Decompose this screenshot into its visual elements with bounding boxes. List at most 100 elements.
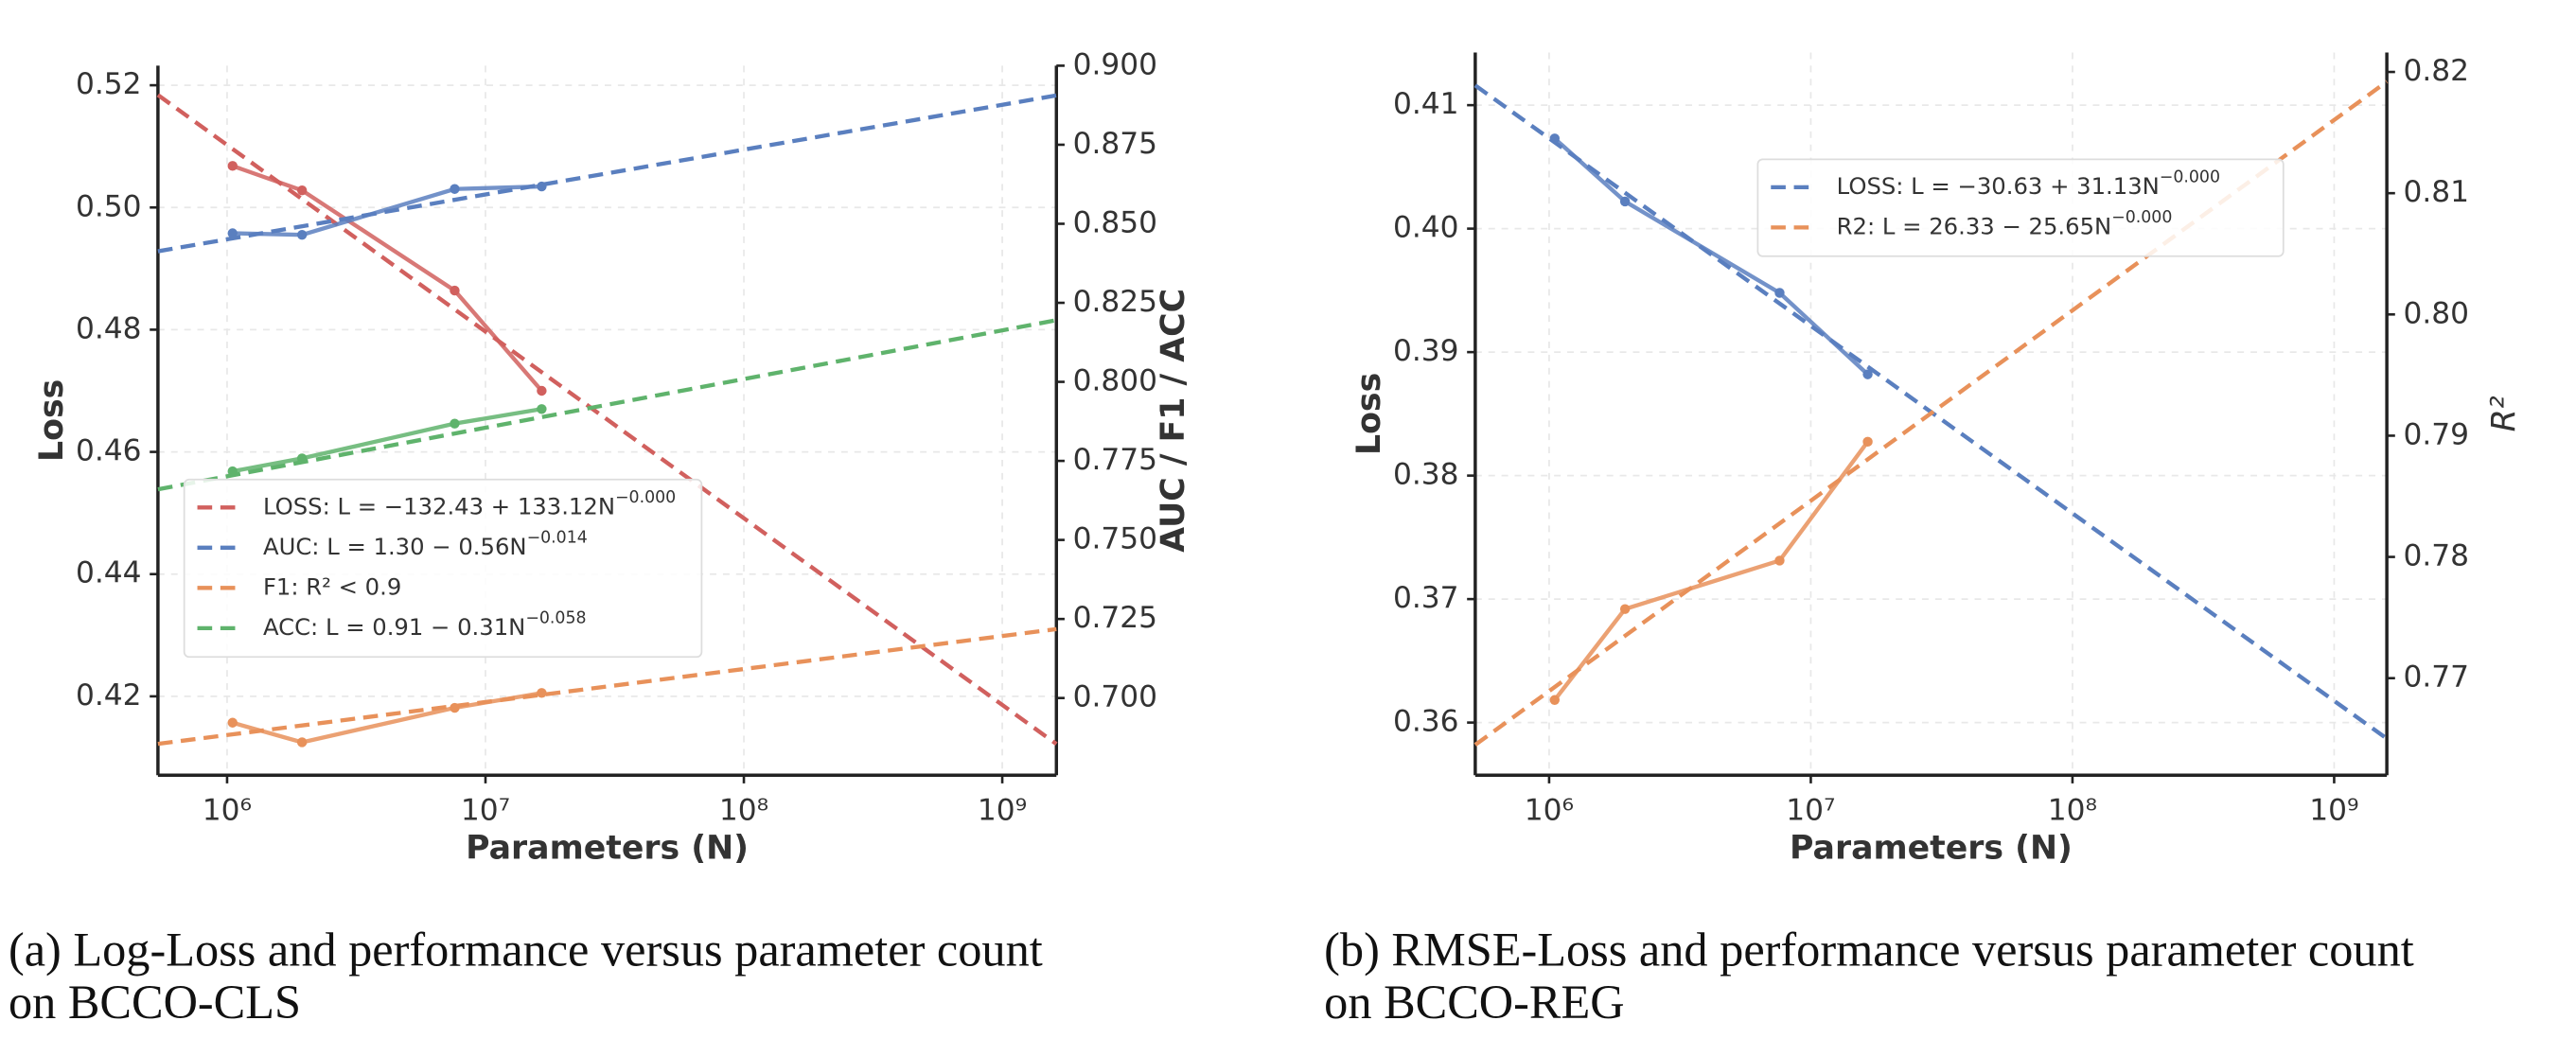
- y2-tick-label: 0.77: [2403, 660, 2469, 695]
- y2-tick-label: 0.80: [2403, 296, 2469, 330]
- y-tick-label: 0.44: [76, 556, 142, 590]
- y-tick-label: 0.40: [1393, 211, 1459, 245]
- x-tick-label: 10⁷: [461, 793, 510, 827]
- legend-box: [1756, 158, 2285, 257]
- legend-exponent: −0.000: [2160, 167, 2220, 186]
- data-point: [1862, 369, 1873, 379]
- y-axis-label: Loss: [33, 379, 71, 462]
- x-axis-label: Parameters (N): [466, 829, 749, 867]
- y2-tick-label: 0.700: [1073, 680, 1157, 714]
- x-tick-label: 10⁷: [1786, 793, 1835, 827]
- data-line: [232, 691, 542, 745]
- data-point: [537, 385, 547, 396]
- legend-exponent: −0.014: [527, 528, 588, 547]
- y2-tick-label: 0.875: [1073, 127, 1157, 161]
- y-tick-label: 0.39: [1393, 334, 1459, 368]
- data-line: [1553, 440, 1870, 702]
- x-tick-label: 10⁸: [2048, 793, 2097, 827]
- y-tick-label: 0.41: [1393, 87, 1459, 121]
- y2-tick-label: 0.79: [2403, 417, 2469, 451]
- legend-name: ACC: L = 0.91 − 0.31N: [263, 613, 525, 641]
- data-point: [1774, 555, 1785, 566]
- x-tick-label: 10⁸: [719, 793, 768, 827]
- legend-box: [183, 478, 703, 659]
- legend-name: LOSS: L = −132.43 + 133.12N: [263, 492, 615, 519]
- y2-axis-label: R²: [2485, 396, 2523, 431]
- data-point: [1774, 288, 1785, 298]
- legend-name: LOSS: L = −30.63 + 31.13N: [1837, 172, 2160, 200]
- y2-tick-label: 0.900: [1073, 47, 1157, 81]
- caption: (b) RMSE-Loss and performance versus par…: [1324, 924, 2414, 977]
- data-point: [296, 229, 308, 240]
- data-line: [232, 164, 544, 393]
- y2-tick-label: 0.850: [1073, 205, 1157, 239]
- legend-exponent: −0.000: [615, 488, 676, 507]
- data-point: [296, 453, 308, 464]
- legend-exponent: −0.058: [525, 608, 586, 627]
- legend-exponent: −0.000: [2111, 208, 2172, 227]
- data-point: [296, 185, 308, 196]
- data-point: [450, 285, 460, 296]
- data-point: [450, 702, 460, 713]
- data-point: [1549, 133, 1560, 144]
- caption: (a) Log-Loss and performance versus para…: [9, 924, 1043, 977]
- x-axis-label: Parameters (N): [1790, 829, 2073, 867]
- y2-tick-label: 0.82: [2403, 54, 2469, 88]
- y-tick-label: 0.50: [76, 189, 142, 223]
- y-tick-label: 0.37: [1393, 581, 1459, 615]
- data-line: [232, 184, 542, 238]
- data-point: [227, 228, 238, 238]
- data-point: [227, 717, 238, 728]
- y-tick-label: 0.52: [76, 67, 142, 101]
- legend-label: R2: L = 26.33 − 25.65N−0.000: [1837, 208, 2173, 239]
- subplot: 10⁶ 10⁷ 10⁸ 10⁹ 0.42 0.44 0.46 0.48 0.50 0.52 0.70…: [33, 47, 1192, 867]
- y-tick-label: 0.48: [76, 311, 142, 345]
- y-tick-label: 0.36: [1393, 705, 1459, 739]
- y2-tick-label: 0.775: [1073, 443, 1157, 477]
- legend-label: ACC: L = 0.91 − 0.31N−0.058: [263, 608, 587, 640]
- data-point: [537, 181, 547, 192]
- data-point: [537, 688, 547, 698]
- fit-line: [157, 93, 1057, 254]
- y2-tick-label: 0.800: [1073, 364, 1157, 398]
- y-axis-label: Loss: [1350, 373, 1388, 455]
- data-point: [537, 404, 547, 414]
- caption: on BCCO-REG: [1324, 976, 1624, 1029]
- y-tick-label: 0.38: [1393, 458, 1459, 492]
- data-point: [1619, 604, 1631, 614]
- fit-line: [156, 93, 1058, 747]
- y2-tick-label: 0.750: [1073, 522, 1157, 556]
- x-tick-label: 10⁶: [203, 793, 252, 827]
- data-point: [1862, 436, 1873, 448]
- legend-label: F1: R² < 0.9: [263, 572, 401, 600]
- data-point: [227, 466, 238, 477]
- data-point: [227, 161, 238, 171]
- fit-line: [157, 318, 1057, 492]
- y2-tick-label: 0.725: [1073, 601, 1157, 635]
- y-tick-label: 0.46: [76, 434, 142, 468]
- data-point: [450, 184, 460, 194]
- legend-label: LOSS: L = −30.63 + 31.13N−0.000: [1837, 167, 2220, 199]
- x-tick-label: 10⁶: [1525, 793, 1574, 827]
- legend-label: AUC: L = 1.30 − 0.56N−0.014: [263, 528, 588, 559]
- y-tick-label: 0.42: [76, 678, 142, 713]
- data-line: [232, 407, 542, 474]
- data-point: [1619, 196, 1631, 207]
- y2-tick-label: 0.825: [1073, 285, 1157, 319]
- data-line: [1553, 136, 1870, 377]
- legend-label: LOSS: L = −132.43 + 133.12N−0.000: [263, 488, 676, 519]
- y2-tick-label: 0.81: [2403, 175, 2469, 209]
- caption: on BCCO-CLS: [9, 976, 301, 1029]
- fit-line: [1473, 79, 2389, 747]
- data-point: [450, 418, 460, 429]
- x-tick-label: 10⁹: [2309, 793, 2358, 827]
- fit-line: [157, 626, 1057, 747]
- legend-name: R2: L = 26.33 − 25.65N: [1837, 212, 2111, 239]
- y2-tick-label: 0.78: [2403, 539, 2469, 573]
- x-tick-label: 10⁹: [978, 793, 1027, 827]
- legend-name: AUC: L = 1.30 − 0.56N: [263, 533, 527, 560]
- y2-axis-label: AUC / F1 / ACC: [1155, 289, 1192, 553]
- legend: LOSS: L = −132.43 + 133.12N−0.000 AUC: L …: [183, 478, 703, 659]
